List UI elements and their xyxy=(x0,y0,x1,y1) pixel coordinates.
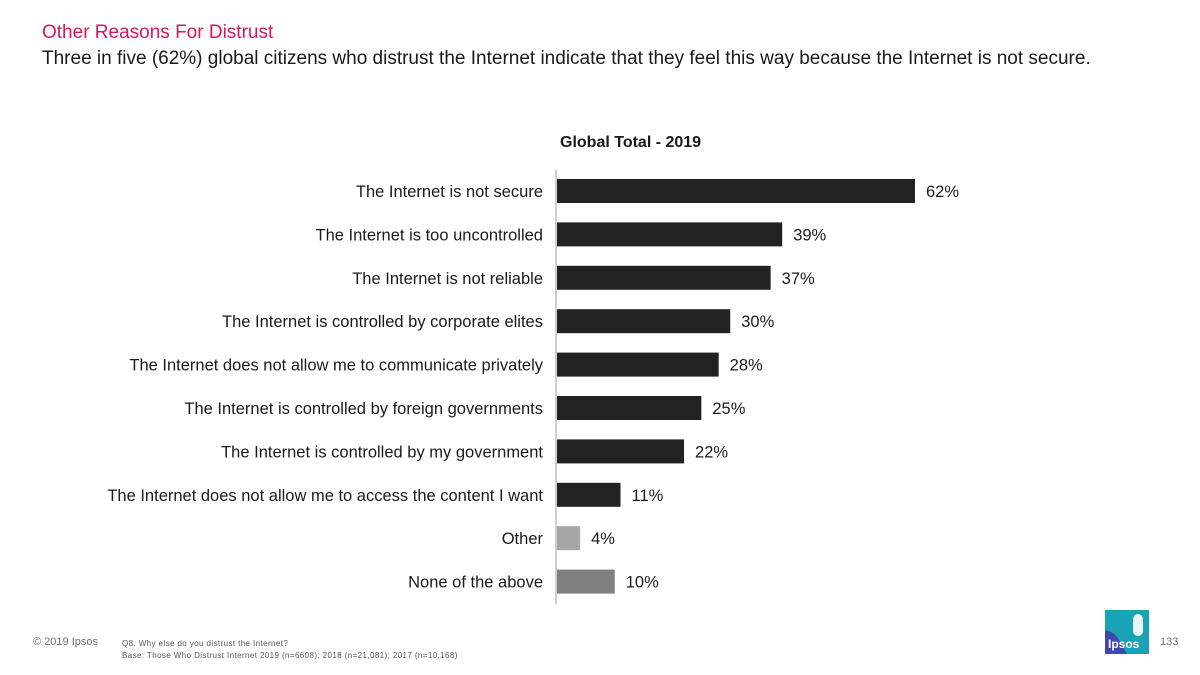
category-label: The Internet is too uncontrolled xyxy=(316,226,543,244)
category-label: The Internet does not allow me to access… xyxy=(107,487,543,505)
category-label: Other xyxy=(502,530,544,548)
logo-text: Ipsos xyxy=(1108,637,1140,651)
bar xyxy=(557,482,621,507)
bar xyxy=(557,352,719,377)
category-label: The Internet is controlled by my governm… xyxy=(221,443,543,461)
footnote-question: Q8. Why else do you distrust the Interne… xyxy=(122,639,289,648)
data-label: 25% xyxy=(712,400,745,418)
slide-title: Other Reasons For Distrust xyxy=(42,22,274,43)
bar xyxy=(557,396,702,420)
category-label: The Internet is not secure xyxy=(356,183,543,201)
category-label: None of the above xyxy=(408,574,543,592)
copyright: © 2019 Ipsos xyxy=(33,636,98,648)
bar xyxy=(557,569,615,594)
data-label: 37% xyxy=(782,270,815,288)
chart-title: Global Total - 2019 xyxy=(560,134,702,151)
data-label: 30% xyxy=(741,313,774,331)
data-label: 62% xyxy=(926,183,959,201)
category-label: The Internet is controlled by corporate … xyxy=(222,313,543,331)
category-label: The Internet is controlled by foreign go… xyxy=(184,400,543,418)
ipsos-logo: Ipsos xyxy=(1105,610,1149,654)
data-label: 28% xyxy=(730,357,763,375)
footnote-base: Base: Those Who Distrust Internet 2019 (… xyxy=(122,651,458,660)
category-label: The Internet does not allow me to commun… xyxy=(129,357,543,375)
data-label: 10% xyxy=(626,574,659,592)
bar xyxy=(557,439,685,464)
bar xyxy=(557,265,771,290)
category-label: The Internet is not reliable xyxy=(352,270,543,288)
slide-subtitle: Three in five (62%) global citizens who … xyxy=(42,48,1091,69)
footnote: Q8. Why else do you distrust the Interne… xyxy=(122,638,458,662)
data-label: 39% xyxy=(793,226,826,244)
bar xyxy=(557,309,731,334)
bar xyxy=(557,222,783,247)
bar xyxy=(557,526,581,551)
bar xyxy=(557,179,915,203)
data-label: 4% xyxy=(591,530,615,548)
data-label: 11% xyxy=(632,487,664,505)
data-label: 22% xyxy=(695,443,728,461)
page-number: 133 xyxy=(1160,636,1179,648)
